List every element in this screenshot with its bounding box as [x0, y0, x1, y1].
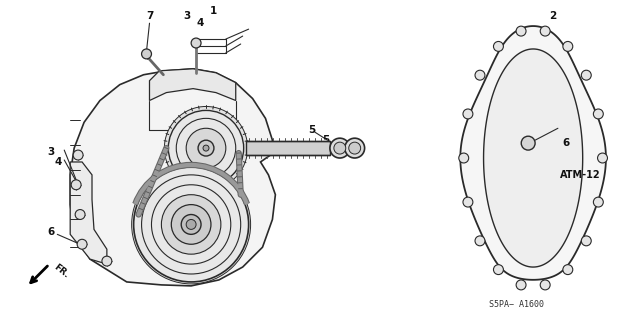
Circle shape: [493, 41, 504, 51]
Circle shape: [598, 153, 607, 163]
Circle shape: [77, 239, 87, 249]
Circle shape: [540, 280, 550, 290]
Text: 6: 6: [47, 227, 54, 237]
Circle shape: [463, 197, 473, 207]
Circle shape: [516, 26, 526, 36]
Circle shape: [198, 140, 214, 156]
Circle shape: [168, 110, 244, 186]
Text: 3: 3: [47, 147, 54, 157]
Circle shape: [493, 265, 504, 275]
Circle shape: [463, 109, 473, 119]
Text: 4: 4: [55, 157, 62, 167]
Circle shape: [73, 150, 83, 160]
Polygon shape: [150, 69, 236, 100]
Circle shape: [330, 138, 349, 158]
Text: 3: 3: [184, 11, 191, 21]
Text: FR.: FR.: [52, 263, 71, 280]
Circle shape: [186, 219, 196, 229]
Polygon shape: [70, 69, 275, 286]
Circle shape: [593, 197, 604, 207]
Circle shape: [475, 70, 485, 80]
Text: ATM-12: ATM-12: [143, 235, 184, 245]
Circle shape: [563, 41, 573, 51]
Circle shape: [593, 109, 604, 119]
Circle shape: [172, 204, 211, 244]
Circle shape: [134, 167, 248, 282]
Circle shape: [334, 142, 346, 154]
Circle shape: [475, 236, 485, 246]
Circle shape: [71, 180, 81, 190]
Circle shape: [132, 165, 251, 284]
Circle shape: [345, 138, 365, 158]
Text: S5PA− A1600: S5PA− A1600: [488, 300, 543, 309]
Circle shape: [75, 210, 85, 219]
Circle shape: [191, 38, 201, 48]
Polygon shape: [460, 26, 606, 280]
Text: 2: 2: [549, 11, 557, 21]
Circle shape: [581, 236, 591, 246]
Circle shape: [540, 26, 550, 36]
Circle shape: [161, 195, 221, 254]
Text: 7: 7: [146, 11, 153, 21]
Polygon shape: [484, 49, 582, 267]
Text: 1: 1: [209, 6, 216, 16]
Text: ATM-12: ATM-12: [560, 170, 600, 180]
Circle shape: [181, 214, 201, 234]
Circle shape: [349, 142, 361, 154]
Circle shape: [186, 128, 226, 168]
Circle shape: [581, 70, 591, 80]
Text: 5: 5: [308, 125, 316, 135]
Text: 5: 5: [323, 135, 330, 145]
Circle shape: [516, 280, 526, 290]
Circle shape: [521, 136, 535, 150]
Circle shape: [164, 107, 248, 190]
Circle shape: [459, 153, 468, 163]
Text: 4: 4: [196, 18, 204, 28]
FancyBboxPatch shape: [246, 141, 330, 155]
Circle shape: [203, 145, 209, 151]
Circle shape: [563, 265, 573, 275]
Polygon shape: [70, 162, 107, 264]
Text: 6: 6: [563, 138, 570, 148]
Circle shape: [102, 256, 112, 266]
Circle shape: [141, 49, 152, 59]
